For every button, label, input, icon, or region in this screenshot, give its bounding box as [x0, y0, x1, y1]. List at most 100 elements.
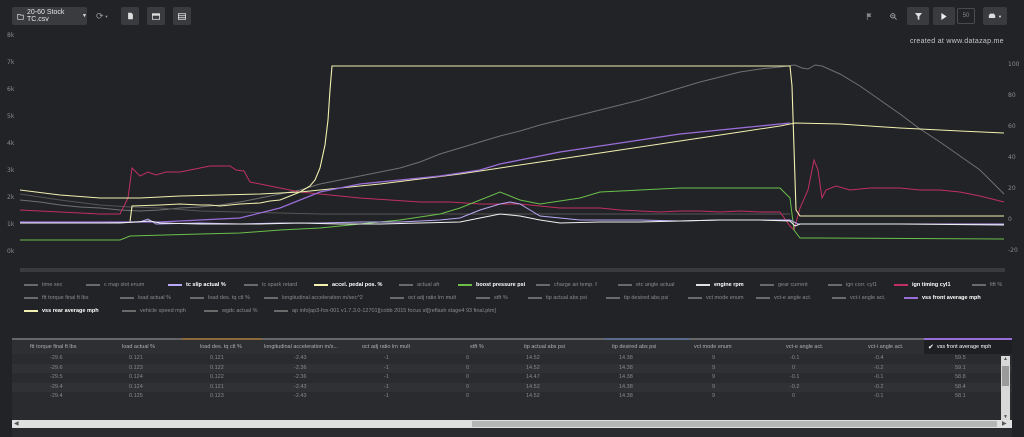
column-header[interactable]: vct-i angle act.: [854, 338, 924, 354]
legend-item[interactable]: vss rear average mph: [24, 308, 99, 314]
legend-row: time sec c map slot enum tc slip actual …: [24, 282, 1014, 295]
column-header[interactable]: tip desired abs psi: [604, 338, 690, 354]
chevron-down-icon: ▼: [998, 13, 1002, 19]
scroll-down-icon[interactable]: ▼: [1003, 414, 1008, 420]
legend-item[interactable]: ign timing cyl1: [894, 282, 951, 288]
legend-item[interactable]: ltft %: [972, 282, 1002, 288]
car-icon: [988, 13, 996, 19]
play-icon: [941, 12, 947, 20]
legend-item[interactable]: ftt torque final ft lbs: [24, 295, 88, 301]
y-tick-right: 40: [1008, 154, 1016, 161]
table-icon: [178, 12, 186, 20]
legend-item[interactable]: tip desired abs psi: [606, 295, 668, 301]
legend-item[interactable]: tip actual abs psi: [528, 295, 587, 301]
legend-item[interactable]: charge air temp. f: [536, 282, 597, 288]
column-header[interactable]: longitudinal acceleration m/s...: [262, 338, 342, 354]
log-chart[interactable]: 8k 7k 6k 5k 4k 3k 2k 1k 0k 100 80 60 40 …: [0, 30, 1024, 275]
legend-item[interactable]: load actual %: [120, 295, 171, 301]
column-header[interactable]: stft %: [438, 338, 522, 354]
table-view-button[interactable]: [173, 7, 191, 25]
legend-item[interactable]: tc spark retard: [244, 282, 297, 288]
sync-icon: ⟳: [96, 10, 104, 21]
legend-item[interactable]: vehicle speed mph: [122, 308, 186, 314]
y-tick-left: 1k: [7, 221, 15, 228]
zoom-out-button[interactable]: [886, 7, 900, 25]
chevron-down-icon: ▼: [82, 13, 87, 19]
legend-item[interactable]: vct-e angle act.: [756, 295, 811, 301]
table-row[interactable]: -29.4 0.124 0.121 -2.43 -1 0 14.52 14.38…: [12, 382, 1012, 392]
legend-item[interactable]: ign corr. cyl1: [828, 282, 877, 288]
legend-item[interactable]: vss front average mph: [904, 295, 981, 301]
legend-item[interactable]: stft %: [476, 295, 508, 301]
legend-item[interactable]: wgdc actual %: [204, 308, 257, 314]
chevron-down-icon: ▼: [104, 13, 109, 19]
legend-item[interactable]: c map slot enum: [86, 282, 144, 288]
playback-count-input[interactable]: 50: [957, 8, 975, 24]
legend-item[interactable]: tc slip actual %: [168, 282, 226, 288]
credit-text: created at www.datazap.me: [910, 38, 1004, 45]
sync-dropdown[interactable]: ⟳ ▼: [96, 10, 114, 22]
series-vss-rear: [19, 122, 1005, 199]
split-layout-icon: [152, 12, 160, 20]
column-header[interactable]: vct-e angle act.: [772, 338, 854, 354]
horizontal-scrollbar[interactable]: ◀ ▶: [12, 420, 1012, 428]
file-select-button[interactable]: 20-60 Stock TC.csv ▼: [12, 7, 87, 25]
y-tick-right: 80: [1008, 92, 1016, 99]
scroll-left-icon[interactable]: ◀: [14, 421, 19, 427]
column-header[interactable]: vct mode enum: [690, 338, 772, 354]
legend: time sec c map slot enum tc slip actual …: [24, 282, 1014, 321]
legend-item[interactable]: oct adj ratio lrn mult: [390, 295, 456, 301]
legend-item[interactable]: vct-i angle act.: [832, 295, 885, 301]
y-tick-left: 3k: [7, 167, 15, 174]
play-button[interactable]: [933, 7, 955, 25]
legend-item[interactable]: boost pressure psi: [458, 282, 525, 288]
file-icon: [17, 13, 24, 20]
column-header[interactable]: tip actual abs psi: [522, 338, 604, 354]
scroll-up-icon[interactable]: ▲: [1003, 356, 1008, 362]
horizontal-scroll-thumb[interactable]: [472, 421, 997, 427]
y-tick-right: -20: [1008, 247, 1018, 254]
file-name: 20-60 Stock TC.csv: [27, 9, 65, 23]
vehicle-menu-button[interactable]: ▼: [983, 7, 1007, 25]
flag-button[interactable]: [862, 7, 876, 25]
column-header-selected[interactable]: ✔ vss front average mph: [924, 338, 1012, 354]
y-tick-left: 7k: [7, 59, 15, 66]
vertical-scroll-thumb[interactable]: [1002, 366, 1009, 386]
legend-item[interactable]: etc angle actual: [618, 282, 675, 288]
legend-item[interactable]: vct mode enum: [688, 295, 744, 301]
table-row[interactable]: -29.5 0.124 0.122 -2.36 -1 0 14.47 14.38…: [50, 374, 966, 380]
legend-item[interactable]: time sec: [24, 282, 62, 288]
document-view-button[interactable]: [121, 7, 139, 25]
series-white-baseline: [20, 213, 1005, 227]
table-row[interactable]: -29.4 0.125 0.123 -2.43 -1 0 14.52 14.38…: [50, 393, 966, 399]
series-accel-pedal: [20, 65, 1004, 223]
y-tick-right: 0: [1008, 216, 1012, 223]
data-table: ftt torque final ft lbs load actual % lo…: [12, 338, 1012, 437]
y-tick-left: 8k: [7, 32, 15, 39]
column-header[interactable]: ftt torque final ft lbs: [12, 338, 102, 354]
table-row[interactable]: -29.6 0.123 0.122 -2.36 -1 0 14.52 14.38…: [12, 363, 1012, 373]
zoom-out-icon: [889, 12, 897, 20]
filter-button[interactable]: [907, 7, 929, 25]
chart-canvas[interactable]: [0, 30, 1024, 275]
y-tick-right: 20: [1008, 185, 1016, 192]
toolbar: 20-60 Stock TC.csv ▼ ⟳ ▼ 50 ▼: [0, 0, 1024, 34]
legend-item[interactable]: engine rpm: [696, 282, 744, 288]
legend-item[interactable]: longitudinal acceleration m/sec^2: [264, 295, 363, 301]
column-header[interactable]: load actual %: [102, 338, 182, 354]
legend-item[interactable]: accel. pedal pos. %: [314, 282, 382, 288]
legend-item[interactable]: ap info[ap3-fox-001 v1.7.3.0-12701][cobb…: [274, 308, 496, 314]
legend-item[interactable]: load des. tq ctl %: [190, 295, 250, 301]
split-view-button[interactable]: [147, 7, 165, 25]
series-ign-timing: [19, 158, 1005, 231]
vertical-scrollbar[interactable]: ▲ ▼: [1001, 356, 1010, 420]
column-header[interactable]: oct adj ratio lrn mult: [342, 338, 438, 354]
column-header[interactable]: load des. tq ctl %: [182, 338, 262, 354]
scroll-right-icon[interactable]: ▶: [1002, 421, 1007, 427]
table-row[interactable]: -29.6 0.121 0.121 -2.43 -1 0 14.52 14.38…: [50, 355, 966, 361]
legend-item[interactable]: actual afr: [399, 282, 440, 288]
legend-item[interactable]: gear current: [760, 282, 808, 288]
table-header: ftt torque final ft lbs load actual % lo…: [12, 338, 1012, 354]
series-vss-front: [20, 122, 791, 223]
